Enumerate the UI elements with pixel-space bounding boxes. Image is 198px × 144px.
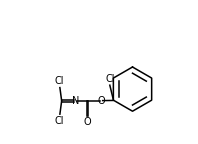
Text: N: N	[72, 96, 79, 106]
Text: O: O	[84, 117, 91, 127]
Text: Cl: Cl	[54, 76, 64, 86]
Text: Cl: Cl	[105, 74, 115, 84]
Text: Cl: Cl	[54, 116, 64, 126]
Text: O: O	[97, 96, 105, 106]
